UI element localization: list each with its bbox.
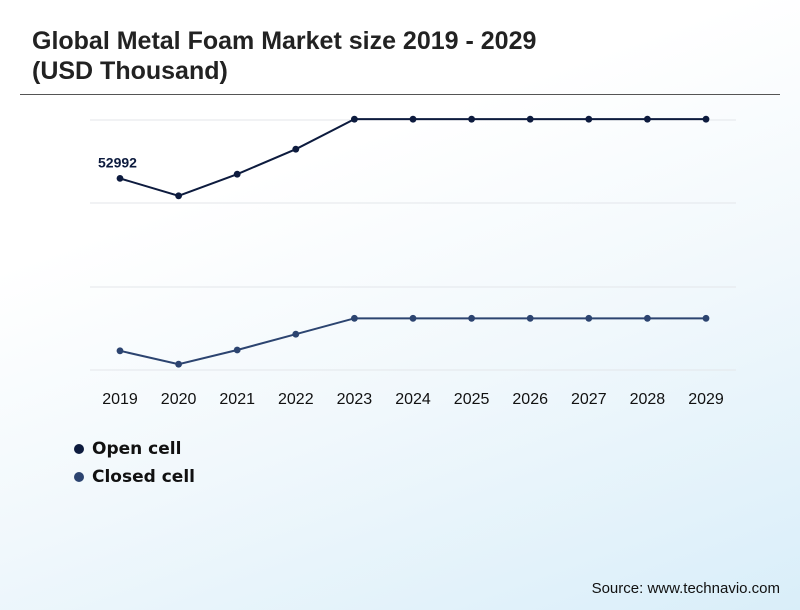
x-tick-2023: 2023	[337, 391, 373, 408]
x-tick-2028: 2028	[630, 391, 666, 408]
point-closed-cell-2028	[644, 314, 651, 322]
legend-dot-open-cell	[74, 444, 84, 454]
legend-label-open-cell: Open cell	[92, 439, 182, 459]
legend: Open cell Closed cell	[74, 435, 195, 491]
point-closed-cell-2023	[351, 314, 358, 322]
point-closed-cell-2025	[468, 314, 475, 322]
point-closed-cell-2022	[292, 330, 300, 338]
point-closed-cell-2029	[702, 314, 710, 322]
point-open-cell-2022	[292, 145, 300, 153]
point-open-cell-2024	[409, 115, 417, 123]
point-open-cell-2021	[233, 170, 241, 178]
x-tick-2029: 2029	[688, 391, 724, 408]
x-tick-2019: 2019	[102, 391, 138, 408]
x-tick-2027: 2027	[571, 391, 607, 408]
point-open-cell-2020	[175, 192, 183, 200]
data-labels: 52992	[98, 154, 137, 170]
legend-item-open-cell: Open cell	[74, 435, 195, 463]
point-closed-cell-2021	[233, 346, 241, 354]
source-note: Source: www.technavio.com	[591, 580, 780, 597]
point-closed-cell-2020	[175, 360, 183, 368]
point-open-cell-2029	[702, 115, 710, 123]
data-label-0: 52992	[98, 154, 137, 170]
point-open-cell-2019	[116, 175, 124, 182]
point-open-cell-2028	[644, 115, 651, 123]
title-divider	[20, 94, 780, 95]
point-closed-cell-2027	[585, 314, 593, 322]
series-line-open-cell	[119, 118, 706, 197]
chart-title: Global Metal Foam Market size 2019 - 202…	[32, 27, 537, 85]
x-axis-ticks: 2019 2020 2021 2022 2023 2024 2025 2026 2027 2028…	[102, 391, 724, 408]
x-tick-2021: 2021	[219, 391, 255, 408]
point-closed-cell-2024	[409, 314, 417, 322]
point-open-cell-2023	[351, 115, 358, 123]
x-tick-2022: 2022	[278, 391, 314, 408]
gridlines	[90, 119, 736, 371]
x-tick-2026: 2026	[512, 391, 548, 408]
x-tick-2025: 2025	[454, 391, 490, 408]
point-open-cell-2026	[526, 115, 534, 123]
point-open-cell-2027	[585, 115, 593, 123]
point-open-cell-2025	[468, 115, 475, 123]
line-chart: 52992 2019 2020 2021 2022 2023 2024 2025 2026 20…	[90, 115, 736, 408]
series-points	[116, 115, 710, 368]
x-tick-2024: 2024	[395, 391, 431, 408]
series-lines	[119, 118, 706, 366]
x-tick-2020: 2020	[161, 391, 197, 408]
legend-dot-closed-cell	[74, 472, 84, 482]
point-closed-cell-2026	[526, 314, 534, 322]
point-closed-cell-2019	[116, 347, 124, 355]
series-line-closed-cell	[119, 317, 706, 366]
legend-label-closed-cell: Closed cell	[92, 467, 195, 487]
legend-item-closed-cell: Closed cell	[74, 463, 195, 491]
